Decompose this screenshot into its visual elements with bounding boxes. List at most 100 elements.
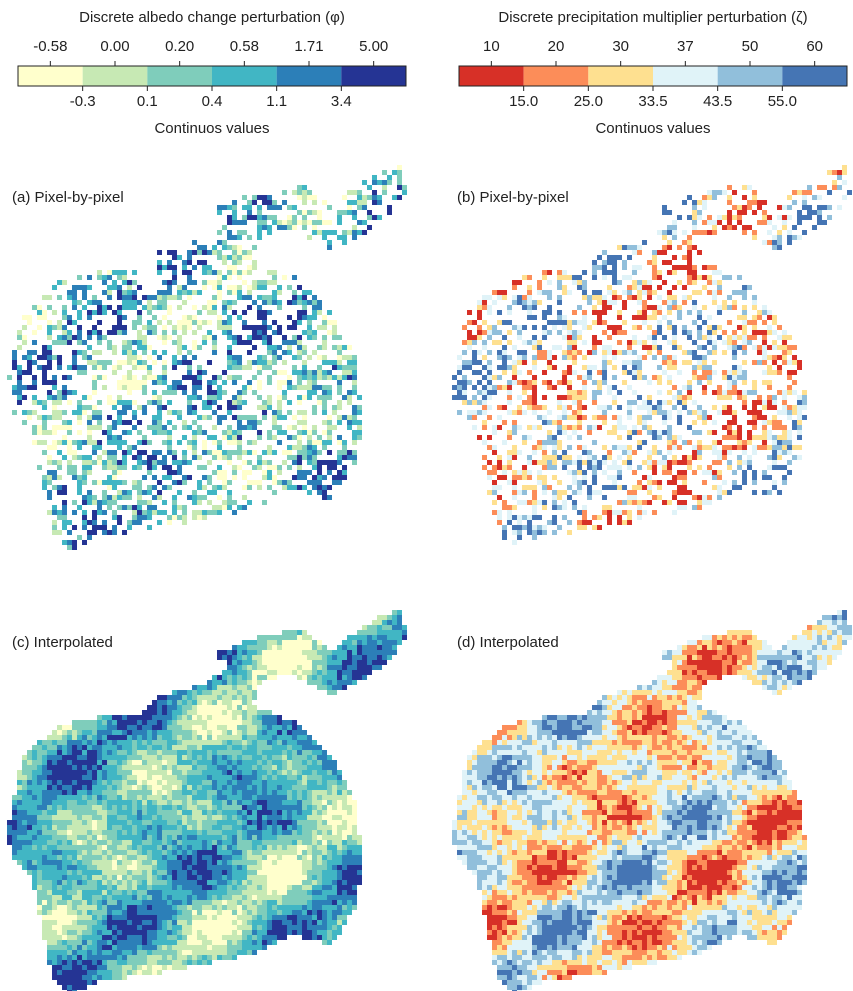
map-pixel bbox=[262, 450, 267, 455]
map-pixel bbox=[262, 660, 267, 665]
map-pixel bbox=[582, 390, 587, 395]
map-pixel bbox=[262, 755, 267, 760]
map-pixel bbox=[187, 710, 192, 715]
map-pixel bbox=[642, 510, 647, 515]
map-pixel bbox=[152, 720, 157, 725]
map-pixel bbox=[82, 305, 87, 310]
map-pixel bbox=[782, 350, 787, 355]
map-pixel bbox=[557, 330, 562, 335]
map-pixel bbox=[582, 475, 587, 480]
map-pixel bbox=[167, 295, 172, 300]
map-pixel bbox=[72, 720, 77, 725]
map-pixel bbox=[322, 400, 327, 405]
map-pixel bbox=[187, 445, 192, 450]
map-pixel bbox=[537, 460, 542, 465]
map-pixel bbox=[167, 755, 172, 760]
map-pixel bbox=[182, 480, 187, 485]
map-pixel bbox=[552, 520, 557, 525]
map-pixel bbox=[282, 775, 287, 780]
map-pixel bbox=[597, 370, 602, 375]
map-pixel bbox=[717, 190, 722, 195]
map-pixel bbox=[182, 775, 187, 780]
map-pixel bbox=[727, 195, 732, 200]
map-pixel bbox=[742, 320, 747, 325]
map-pixel bbox=[487, 475, 492, 480]
map-pixel bbox=[247, 695, 252, 700]
map-pixel bbox=[207, 685, 212, 690]
map-pixel bbox=[692, 365, 697, 370]
map-pixel bbox=[567, 380, 572, 385]
map-pixel bbox=[647, 475, 652, 480]
map-pixel bbox=[397, 185, 402, 190]
map-pixel bbox=[557, 270, 562, 275]
map-pixel bbox=[112, 285, 117, 290]
map-pixel bbox=[122, 770, 127, 775]
map-pixel bbox=[377, 650, 382, 655]
map-pixel bbox=[112, 720, 117, 725]
map-pixel bbox=[507, 395, 512, 400]
map-pixel bbox=[332, 425, 337, 430]
map-pixel bbox=[122, 350, 127, 355]
map-pixel bbox=[602, 275, 607, 280]
map-pixel bbox=[37, 765, 42, 770]
map-pixel bbox=[337, 415, 342, 420]
map-pixel bbox=[297, 460, 302, 465]
map-pixel bbox=[392, 630, 397, 635]
map-pixel bbox=[672, 475, 677, 480]
map-pixel bbox=[502, 525, 507, 530]
map-pixel bbox=[97, 275, 102, 280]
map-pixel bbox=[392, 625, 397, 630]
map-pixel bbox=[162, 740, 167, 745]
map-pixel bbox=[42, 750, 47, 755]
map-pixel bbox=[342, 665, 347, 670]
map-pixel bbox=[207, 300, 212, 305]
map-pixel bbox=[762, 340, 767, 345]
map-pixel bbox=[262, 675, 267, 680]
map-pixel bbox=[137, 420, 142, 425]
map-pixel bbox=[552, 495, 557, 500]
map-pixel bbox=[622, 265, 627, 270]
map-pixel bbox=[82, 740, 87, 745]
map-pixel bbox=[352, 640, 357, 645]
map-pixel bbox=[257, 235, 262, 240]
map-pixel bbox=[292, 760, 297, 765]
map-pixel bbox=[97, 775, 102, 780]
map-pixel bbox=[87, 790, 92, 795]
map-pixel bbox=[287, 775, 292, 780]
map-pixel bbox=[237, 675, 242, 680]
map-pixel bbox=[722, 370, 727, 375]
map-pixel bbox=[312, 380, 317, 385]
map-pixel bbox=[107, 485, 112, 490]
map-pixel bbox=[212, 395, 217, 400]
map-pixel bbox=[457, 390, 462, 395]
map-pixel bbox=[712, 475, 717, 480]
map-pixel bbox=[197, 250, 202, 255]
map-pixel bbox=[32, 340, 37, 345]
map-pixel bbox=[67, 375, 72, 380]
map-pixel bbox=[257, 225, 262, 230]
map-pixel bbox=[667, 435, 672, 440]
map-pixel bbox=[502, 535, 507, 540]
map-pixel bbox=[262, 725, 267, 730]
map-pixel bbox=[97, 365, 102, 370]
map-pixel bbox=[292, 755, 297, 760]
map-pixel bbox=[607, 430, 612, 435]
map-pixel bbox=[652, 465, 657, 470]
map-pixel bbox=[117, 435, 122, 440]
map-pixel bbox=[727, 375, 732, 380]
map-pixel bbox=[27, 355, 32, 360]
map-pixel bbox=[57, 440, 62, 445]
map-pixel bbox=[482, 395, 487, 400]
map-pixel bbox=[242, 470, 247, 475]
continuous-label: 15.0 bbox=[509, 93, 538, 110]
map-pixel bbox=[732, 370, 737, 375]
map-pixel bbox=[497, 310, 502, 315]
map-pixel bbox=[222, 670, 227, 675]
map-pixel bbox=[187, 460, 192, 465]
map-pixel bbox=[227, 245, 232, 250]
map-pixel bbox=[97, 420, 102, 425]
map-pixel bbox=[87, 745, 92, 750]
map-pixel bbox=[502, 335, 507, 340]
map-pixel bbox=[657, 310, 662, 315]
map-pixel bbox=[207, 775, 212, 780]
